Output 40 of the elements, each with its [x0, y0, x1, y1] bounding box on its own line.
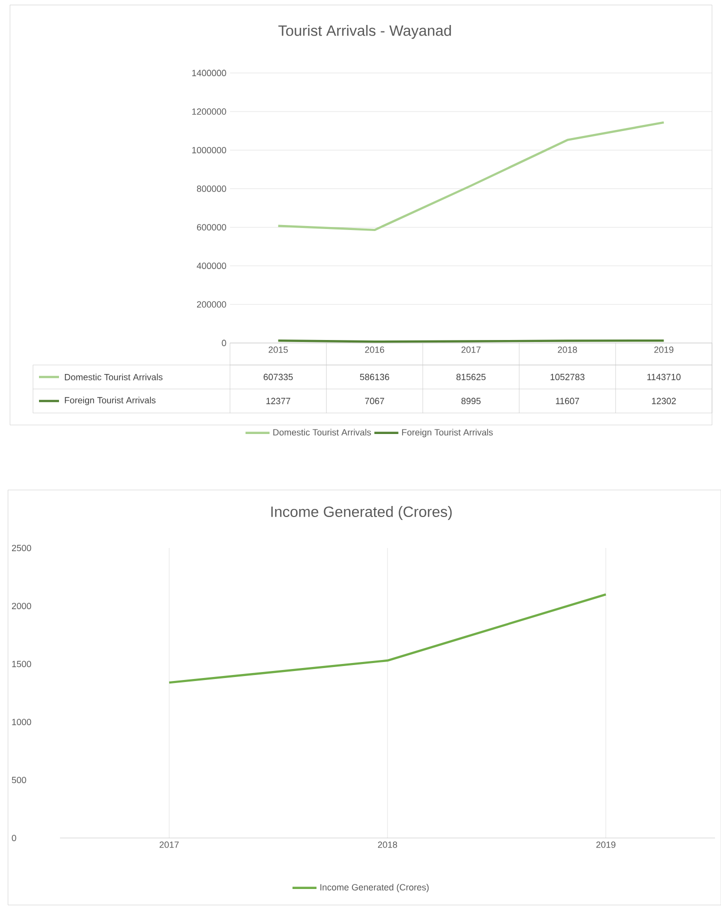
x-tick-label: 2017 [461, 346, 480, 353]
x-tick-label: 2017 [160, 842, 179, 848]
text: Foreign Tourist Arrivals [64, 396, 156, 406]
data-label: 8995 [461, 398, 480, 404]
y-tick-label: 1400000 [192, 70, 226, 76]
legend-label: Income Generated (Crores) [320, 884, 429, 892]
x-tick-label: 2015 [268, 346, 288, 353]
y-tick-label: 200000 [196, 301, 226, 308]
y-tick-label: 0 [222, 340, 226, 346]
data-label: 12302 [652, 398, 676, 404]
y-tick-label: 400000 [196, 262, 226, 270]
y-tick-label: 600000 [196, 224, 226, 230]
line-series [277, 121, 665, 232]
data-label: 12377 [266, 398, 290, 404]
data-label: 607335 [264, 374, 293, 380]
x-tick-label: 2019 [596, 842, 616, 848]
data-label: 1143710 [647, 374, 680, 380]
y-tick-label: 2000 [12, 602, 32, 610]
data-label: 815625 [456, 374, 486, 380]
x-tick-label: 2018 [558, 346, 577, 353]
legend-label: Domestic Tourist Arrivals [64, 374, 162, 380]
text: Domestic Tourist Arrivals [273, 428, 371, 436]
data-label: 11607 [556, 398, 579, 404]
chart-title: Tourist Arrivals - Wayanad [278, 24, 451, 39]
y-tick-label: 0 [12, 834, 16, 842]
chart-title: Income Generated (Crores) [271, 506, 452, 520]
y-tick-label: 1000000 [192, 146, 226, 154]
x-tick-label: 2018 [378, 842, 397, 848]
y-tick-label: 1500 [12, 660, 32, 668]
data-label: 7067 [364, 398, 384, 404]
x-tick-label: 2019 [654, 346, 674, 353]
y-tick-label: 1000 [12, 718, 32, 726]
y-tick-label: 800000 [196, 186, 226, 192]
y-tick-label: 1200000 [192, 108, 226, 115]
y-tick-label: 500 [12, 776, 26, 784]
legend-label: Foreign Tourist Arrivals [402, 428, 493, 438]
data-label: 1052783 [550, 374, 584, 380]
data-label: 586136 [360, 374, 390, 380]
x-tick-label: 2016 [364, 346, 384, 353]
y-tick-label: 2500 [12, 544, 32, 552]
